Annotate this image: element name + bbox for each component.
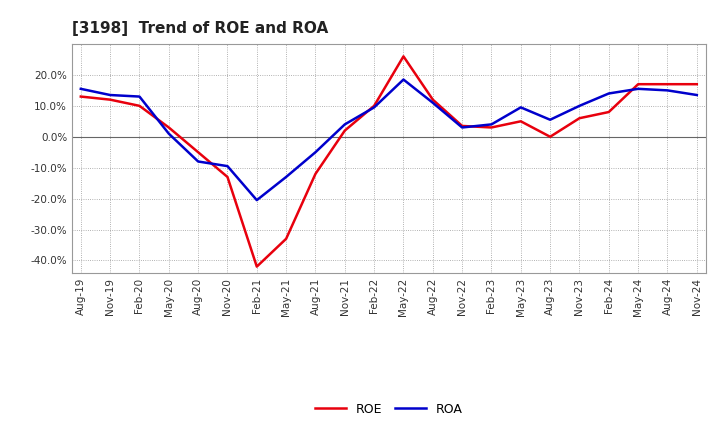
ROA (76, 86, 85, 92)
ROA (164, 131, 173, 136)
Text: [3198]  Trend of ROE and ROA: [3198] Trend of ROE and ROA (72, 21, 328, 36)
ROE (164, 125, 173, 130)
ROA (282, 174, 290, 180)
ROE (605, 110, 613, 115)
ROA (370, 105, 379, 110)
ROA (428, 100, 437, 106)
ROE (253, 264, 261, 269)
ROE (135, 103, 144, 109)
ROA (575, 103, 584, 109)
ROA (311, 150, 320, 155)
ROA (487, 122, 496, 127)
ROE (693, 81, 701, 87)
ROE (634, 81, 642, 87)
ROE (370, 103, 379, 109)
ROA (253, 198, 261, 203)
ROA (693, 92, 701, 98)
ROE (194, 150, 202, 155)
Line: ROE: ROE (81, 56, 697, 267)
ROE (76, 94, 85, 99)
ROE (428, 97, 437, 102)
ROA (399, 77, 408, 82)
ROA (223, 164, 232, 169)
ROE (663, 81, 672, 87)
ROA (458, 125, 467, 130)
ROE (575, 116, 584, 121)
ROE (282, 236, 290, 242)
ROA (546, 117, 554, 122)
ROA (516, 105, 525, 110)
ROA (106, 92, 114, 98)
ROA (194, 159, 202, 164)
ROA (605, 91, 613, 96)
ROE (106, 97, 114, 102)
Legend: ROE, ROA: ROE, ROA (310, 398, 468, 421)
ROE (311, 171, 320, 176)
ROA (135, 94, 144, 99)
ROE (223, 174, 232, 180)
ROA (634, 86, 642, 92)
ROE (399, 54, 408, 59)
ROE (487, 125, 496, 130)
ROE (341, 128, 349, 133)
ROE (458, 123, 467, 128)
ROA (663, 88, 672, 93)
ROE (546, 134, 554, 139)
ROE (516, 119, 525, 124)
ROA (341, 122, 349, 127)
Line: ROA: ROA (81, 80, 697, 200)
